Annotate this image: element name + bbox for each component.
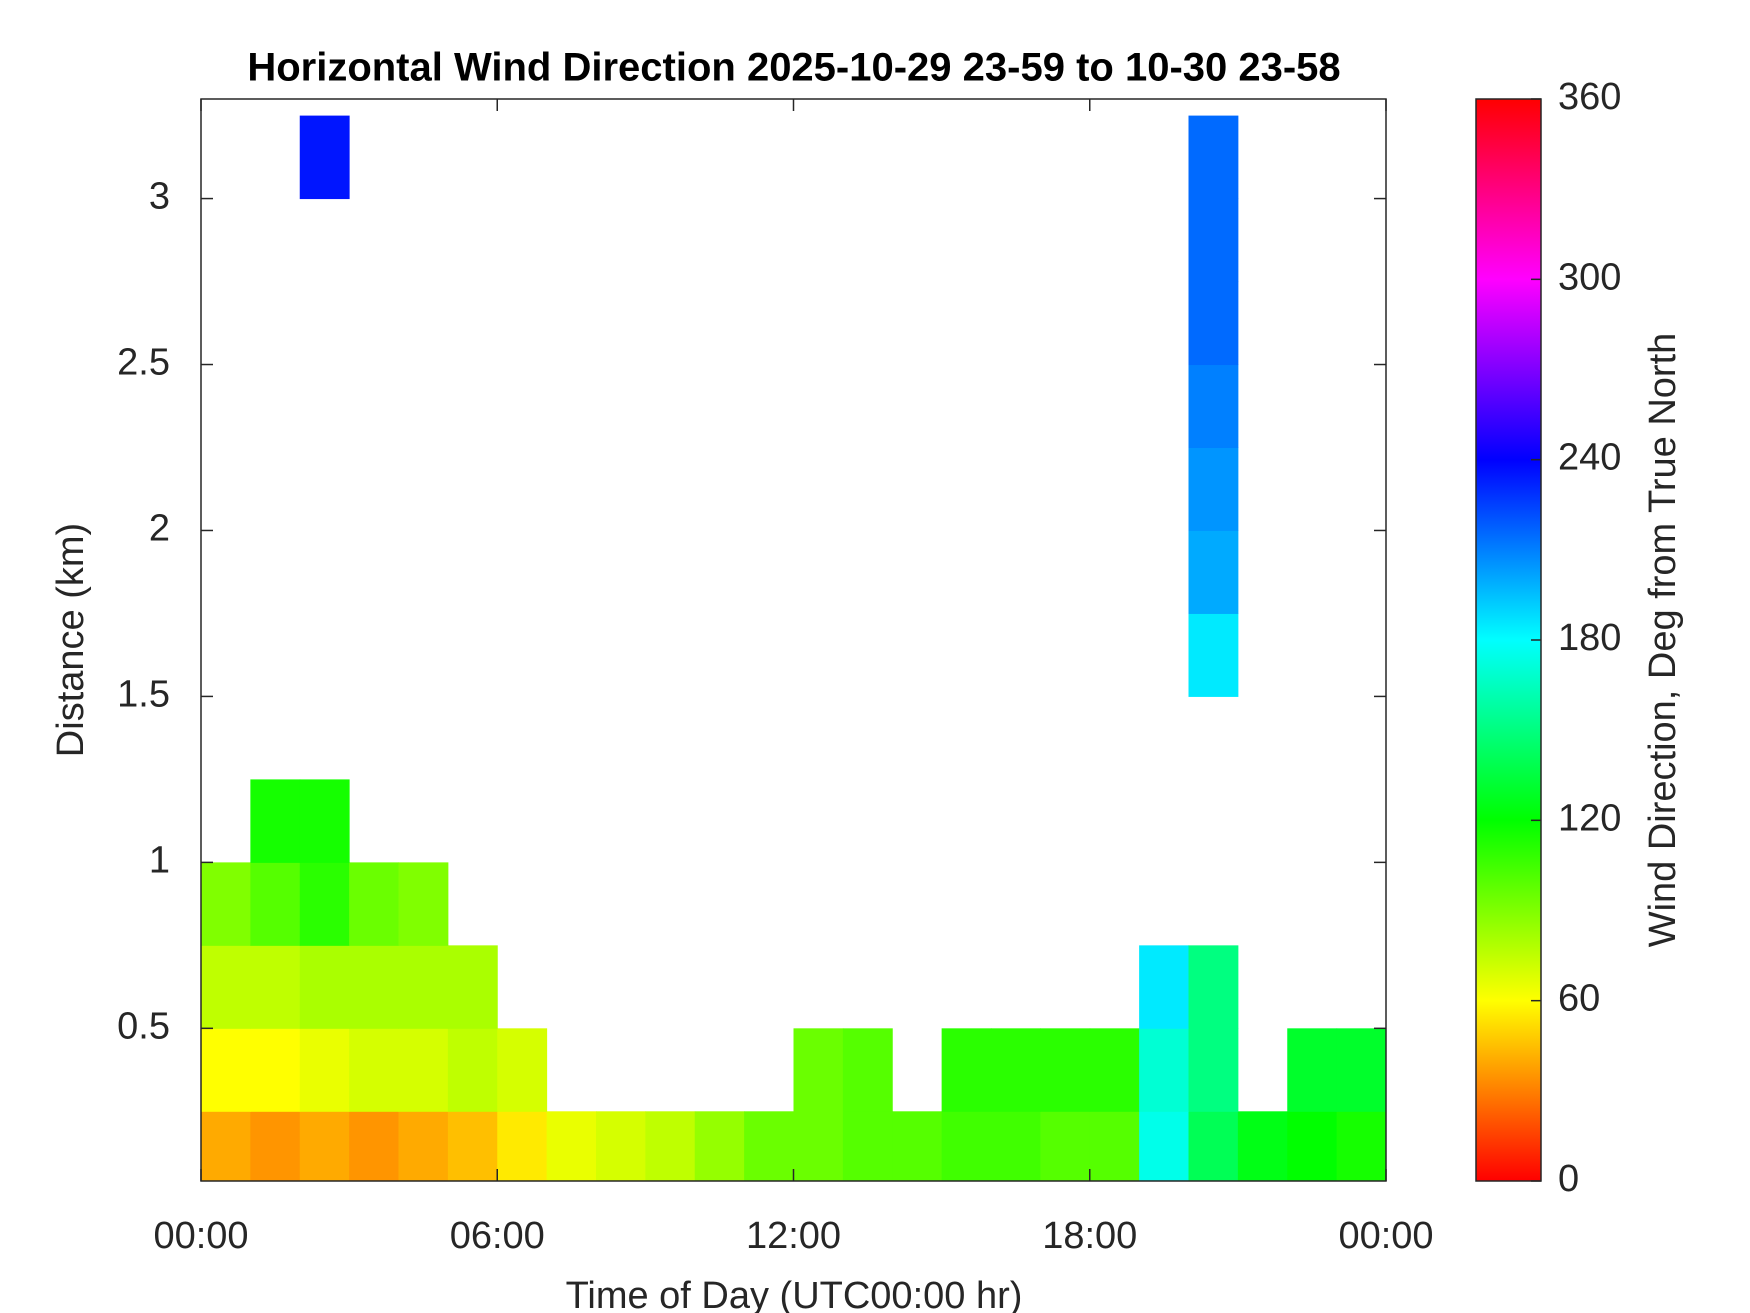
y-axis-label: Distance (km) bbox=[50, 523, 92, 757]
heatmap-cell bbox=[447, 1111, 498, 1181]
heatmap-cell bbox=[546, 1111, 597, 1181]
heatmap-cell bbox=[299, 115, 350, 200]
heatmap-cell bbox=[497, 1028, 548, 1112]
x-tick-label: 00:00 bbox=[153, 1215, 248, 1257]
colorbar-tick-label: 300 bbox=[1558, 256, 1621, 298]
heatmap-cell bbox=[744, 1111, 794, 1181]
heatmap-cell bbox=[1287, 1111, 1338, 1181]
heatmap-cell bbox=[941, 1028, 992, 1112]
heatmap-cell bbox=[1089, 1028, 1140, 1112]
x-tick-label: 18:00 bbox=[1042, 1215, 1137, 1257]
heatmap-cell bbox=[991, 1111, 1041, 1181]
colorbar-tick-label: 120 bbox=[1558, 797, 1621, 839]
heatmap-cell bbox=[941, 1111, 992, 1181]
colorbar-tick-label: 60 bbox=[1558, 978, 1600, 1020]
heatmap-cell bbox=[447, 945, 498, 1029]
heatmap-cell bbox=[250, 779, 301, 863]
heatmap-cell bbox=[398, 1028, 449, 1112]
heatmap-cell bbox=[1139, 1111, 1189, 1181]
heatmap-cell bbox=[793, 1028, 844, 1112]
colorbar-tick-label: 0 bbox=[1558, 1158, 1579, 1200]
heatmap-cell bbox=[842, 1028, 893, 1112]
heatmap bbox=[201, 115, 1386, 1181]
heatmap-cell bbox=[398, 862, 449, 946]
heatmap-cell bbox=[201, 945, 251, 1029]
heatmap-cell bbox=[201, 1111, 251, 1181]
heatmap-cell bbox=[398, 1111, 449, 1181]
heatmap-cell bbox=[1040, 1111, 1091, 1181]
heatmap-cell bbox=[250, 945, 301, 1029]
y-tick-label: 1 bbox=[149, 839, 170, 881]
y-tick-label: 2 bbox=[149, 508, 170, 550]
heatmap-cell bbox=[1139, 1028, 1189, 1112]
x-axis-label: Time of Day (UTC00:00 hr) bbox=[566, 1275, 1023, 1313]
heatmap-cell bbox=[1089, 1111, 1140, 1181]
x-tick-label: 06:00 bbox=[450, 1215, 545, 1257]
heatmap-cell bbox=[398, 945, 449, 1029]
heatmap-cell bbox=[201, 862, 251, 946]
heatmap-cell bbox=[1287, 1028, 1338, 1112]
heatmap-cell bbox=[892, 1111, 943, 1181]
heatmap-cell bbox=[1188, 364, 1239, 448]
heatmap-cell bbox=[299, 945, 350, 1029]
heatmap-cell bbox=[349, 862, 399, 946]
colorbar-label: Wind Direction, Deg from True North bbox=[1642, 333, 1684, 948]
heatmap-cell bbox=[1336, 1111, 1386, 1181]
y-tick-label: 3 bbox=[149, 176, 170, 218]
heatmap-cell bbox=[1188, 447, 1239, 531]
heatmap-cell bbox=[349, 945, 399, 1029]
heatmap-cell bbox=[1139, 945, 1189, 1029]
heatmap-cell bbox=[349, 1111, 399, 1181]
heatmap-cell bbox=[1188, 1111, 1239, 1181]
heatmap-cell bbox=[694, 1111, 745, 1181]
heatmap-cell bbox=[250, 1111, 301, 1181]
heatmap-cell bbox=[1336, 1028, 1386, 1112]
colorbar-tick-label: 180 bbox=[1558, 617, 1621, 659]
heatmap-cell bbox=[497, 1111, 548, 1181]
colorbar-tick-label: 240 bbox=[1558, 437, 1621, 479]
heatmap-cell bbox=[793, 1111, 844, 1181]
heatmap-cell bbox=[299, 1111, 350, 1181]
heatmap-cell bbox=[596, 1111, 646, 1181]
heatmap-cell bbox=[299, 1028, 350, 1112]
heatmap-cell bbox=[991, 1028, 1041, 1112]
y-tick-label: 0.5 bbox=[117, 1005, 170, 1047]
heatmap-cell bbox=[349, 1028, 399, 1112]
heatmap-cell bbox=[1040, 1028, 1091, 1112]
heatmap-cell bbox=[1237, 1111, 1288, 1181]
heatmap-cell bbox=[1188, 281, 1239, 366]
heatmap-cell bbox=[1188, 115, 1239, 200]
x-tick-label: 00:00 bbox=[1338, 1215, 1433, 1257]
colorbar-tick-label: 360 bbox=[1558, 76, 1621, 118]
heatmap-cell bbox=[645, 1111, 696, 1181]
heatmap-cell bbox=[1188, 1028, 1239, 1112]
heatmap-cell bbox=[250, 1028, 301, 1112]
y-tick-label: 1.5 bbox=[117, 673, 170, 715]
heatmap-cell bbox=[201, 1028, 251, 1112]
heatmap-cell bbox=[1188, 530, 1239, 614]
heatmap-cell bbox=[299, 862, 350, 946]
heatmap-cell bbox=[1188, 613, 1239, 697]
y-tick-label: 2.5 bbox=[117, 342, 170, 384]
heatmap-cell bbox=[842, 1111, 893, 1181]
heatmap-cell bbox=[1188, 198, 1239, 283]
heatmap-cell bbox=[1188, 945, 1239, 1029]
heatmap-cell bbox=[250, 862, 301, 946]
chart-title: Horizontal Wind Direction 2025-10-29 23-… bbox=[247, 46, 1340, 90]
x-tick-label: 12:00 bbox=[746, 1215, 841, 1257]
colorbar bbox=[1475, 98, 1542, 1182]
heatmap-cell bbox=[299, 779, 350, 863]
heatmap-cell bbox=[447, 1028, 498, 1112]
